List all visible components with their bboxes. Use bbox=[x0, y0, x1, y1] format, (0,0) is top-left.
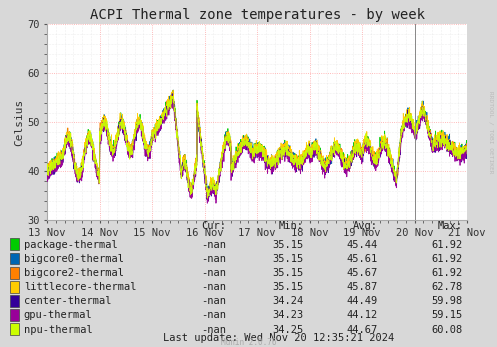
Text: bigcore0-thermal: bigcore0-thermal bbox=[24, 254, 124, 264]
Text: 35.15: 35.15 bbox=[272, 254, 303, 264]
Text: -nan: -nan bbox=[201, 240, 226, 249]
Text: gpu-thermal: gpu-thermal bbox=[24, 311, 92, 321]
Text: bigcore2-thermal: bigcore2-thermal bbox=[24, 268, 124, 278]
Text: 60.08: 60.08 bbox=[431, 325, 462, 335]
Text: 35.15: 35.15 bbox=[272, 282, 303, 292]
Text: 62.78: 62.78 bbox=[431, 282, 462, 292]
Text: -nan: -nan bbox=[201, 311, 226, 321]
Text: 61.92: 61.92 bbox=[431, 254, 462, 264]
Y-axis label: Celsius: Celsius bbox=[14, 99, 24, 146]
Text: RRDTOOL / TOBI OETIKER: RRDTOOL / TOBI OETIKER bbox=[489, 91, 494, 173]
Text: 44.49: 44.49 bbox=[346, 296, 378, 306]
Text: Avg:: Avg: bbox=[353, 221, 378, 231]
Text: 61.92: 61.92 bbox=[431, 268, 462, 278]
Text: Min:: Min: bbox=[278, 221, 303, 231]
Text: littlecore-thermal: littlecore-thermal bbox=[24, 282, 136, 292]
Text: -nan: -nan bbox=[201, 282, 226, 292]
Text: 45.44: 45.44 bbox=[346, 240, 378, 249]
Text: 45.61: 45.61 bbox=[346, 254, 378, 264]
Text: 35.15: 35.15 bbox=[272, 240, 303, 249]
Text: npu-thermal: npu-thermal bbox=[24, 325, 92, 335]
Text: -nan: -nan bbox=[201, 325, 226, 335]
Title: ACPI Thermal zone temperatures - by week: ACPI Thermal zone temperatures - by week bbox=[89, 8, 425, 22]
Text: -nan: -nan bbox=[201, 268, 226, 278]
Text: -nan: -nan bbox=[201, 296, 226, 306]
Text: 44.12: 44.12 bbox=[346, 311, 378, 321]
Text: Last update: Wed Nov 20 12:35:21 2024: Last update: Wed Nov 20 12:35:21 2024 bbox=[163, 333, 394, 343]
Text: -nan: -nan bbox=[201, 254, 226, 264]
Text: 34.24: 34.24 bbox=[272, 296, 303, 306]
Text: 35.15: 35.15 bbox=[272, 268, 303, 278]
Text: 34.23: 34.23 bbox=[272, 311, 303, 321]
Text: Max:: Max: bbox=[437, 221, 462, 231]
Text: Munin 2.0.76: Munin 2.0.76 bbox=[221, 338, 276, 347]
Text: 45.87: 45.87 bbox=[346, 282, 378, 292]
Text: 45.67: 45.67 bbox=[346, 268, 378, 278]
Text: 44.67: 44.67 bbox=[346, 325, 378, 335]
Text: 61.92: 61.92 bbox=[431, 240, 462, 249]
Text: 34.25: 34.25 bbox=[272, 325, 303, 335]
Text: 59.15: 59.15 bbox=[431, 311, 462, 321]
Text: package-thermal: package-thermal bbox=[24, 240, 118, 249]
Text: center-thermal: center-thermal bbox=[24, 296, 111, 306]
Text: 59.98: 59.98 bbox=[431, 296, 462, 306]
Text: Cur:: Cur: bbox=[201, 221, 226, 231]
